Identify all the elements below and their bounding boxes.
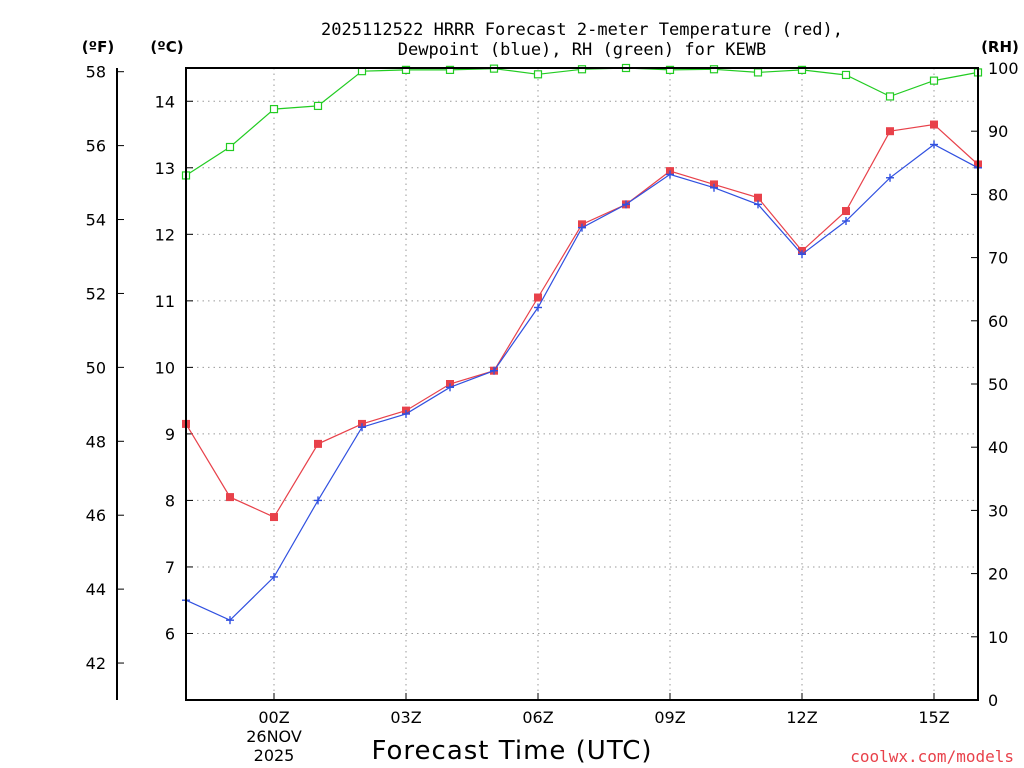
axes — [116, 67, 978, 701]
dewpoint-point — [358, 423, 366, 432]
rh-point — [929, 76, 939, 85]
rh-unit-label: (RH) — [981, 38, 1019, 56]
rh-point — [797, 65, 807, 74]
fahrenheit-tick-label: 42 — [86, 654, 106, 673]
dewpoint-point — [842, 217, 850, 226]
rh-point — [533, 70, 543, 79]
dewpoint-point — [534, 303, 542, 312]
dewpoint-point — [402, 409, 410, 418]
fahrenheit-tick-label: 48 — [86, 432, 106, 451]
fahrenheit-tick-label: 50 — [86, 358, 106, 377]
temperature-point — [842, 207, 850, 216]
rh-tick-label: 20 — [988, 565, 1008, 584]
fahrenheit-tick-label: 58 — [86, 63, 106, 82]
rh-tick-label: 0 — [988, 691, 998, 710]
dewpoint-point — [622, 200, 630, 209]
rh-point — [841, 70, 851, 80]
celsius-tick-label: 12 — [155, 225, 175, 244]
rh-tick-label: 30 — [988, 501, 1008, 520]
fahrenheit-tick-label: 44 — [86, 580, 106, 599]
celsius-tick-label: 13 — [155, 159, 175, 178]
dewpoint-point — [446, 383, 454, 392]
x-tick-label: 00Z — [258, 708, 289, 727]
x-axis-title: Forecast Time (UTC) — [371, 736, 652, 766]
rh-tick-label: 50 — [988, 375, 1008, 394]
dewpoint-point — [270, 572, 278, 581]
dewpoint-point — [710, 183, 718, 192]
x-tick-label: 03Z — [390, 708, 421, 727]
celsius-tick-label: 6 — [165, 624, 175, 643]
celsius-unit-label: (ºC) — [150, 38, 183, 56]
celsius-tick-label: 11 — [155, 292, 175, 311]
celsius-tick-label: 9 — [165, 425, 175, 444]
x-year-label: 2025 — [254, 746, 295, 765]
rh-tick-label: 60 — [988, 312, 1008, 331]
rh-point — [445, 65, 455, 74]
dewpoint-point — [666, 170, 674, 179]
celsius-tick-label: 7 — [165, 558, 175, 577]
rh-point — [709, 65, 719, 74]
dewpoint-point — [754, 200, 762, 209]
rh-tick-label: 90 — [988, 122, 1008, 141]
dewpoint-point — [930, 140, 938, 149]
temperature-point — [886, 127, 894, 136]
dewpoint-point — [490, 366, 498, 375]
dewpoint-point — [314, 496, 322, 505]
celsius-tick-label: 10 — [155, 358, 175, 377]
rh-tick-label: 100 — [988, 59, 1019, 78]
rh-point — [269, 104, 279, 114]
rh-point — [753, 68, 763, 77]
rh-line — [185, 67, 979, 176]
rh-point — [665, 65, 675, 74]
dewpoint-point — [226, 616, 234, 625]
credit-text: coolwx.com/models — [850, 747, 1014, 766]
dewpoint-line — [185, 143, 979, 621]
data-series — [181, 63, 983, 625]
dewpoint-point — [578, 223, 586, 232]
x-tick-label: 15Z — [918, 708, 949, 727]
chart-title-line2: Dewpoint (blue), RH (green) for KEWB — [398, 40, 766, 60]
rh-tick-label: 10 — [988, 628, 1008, 647]
x-tick-label: 06Z — [522, 708, 553, 727]
fahrenheit-tick-label: 46 — [86, 506, 106, 525]
plot-frame — [185, 67, 979, 701]
celsius-tick-label: 8 — [165, 491, 175, 510]
temperature-point — [226, 493, 234, 502]
temperature-line — [185, 123, 979, 518]
x-date-label: 26NOV — [246, 727, 302, 746]
temperature-point — [754, 193, 762, 202]
fahrenheit-unit-label: (ºF) — [82, 38, 114, 56]
temperature-point — [270, 513, 278, 522]
rh-point — [885, 92, 895, 101]
rh-point — [577, 65, 587, 74]
dewpoint-point — [798, 250, 806, 259]
x-tick-label: 12Z — [786, 708, 817, 727]
rh-tick-label: 70 — [988, 249, 1008, 268]
fahrenheit-tick-label: 52 — [86, 284, 106, 303]
temperature-point — [930, 120, 938, 129]
rh-point — [225, 142, 235, 152]
chart-title-line1: 2025112522 HRRR Forecast 2-meter Tempera… — [321, 20, 843, 40]
grid — [186, 68, 978, 700]
rh-tick-label: 40 — [988, 438, 1008, 457]
temperature-point — [534, 293, 542, 302]
temperature-point — [314, 439, 322, 448]
fahrenheit-tick-label: 56 — [86, 137, 106, 156]
fahrenheit-tick-label: 54 — [86, 211, 106, 230]
celsius-tick-label: 14 — [155, 92, 175, 111]
x-tick-label: 09Z — [654, 708, 685, 727]
dewpoint-point — [886, 173, 894, 182]
rh-tick-label: 80 — [988, 185, 1008, 204]
rh-point — [401, 65, 411, 74]
rh-point — [313, 101, 323, 111]
